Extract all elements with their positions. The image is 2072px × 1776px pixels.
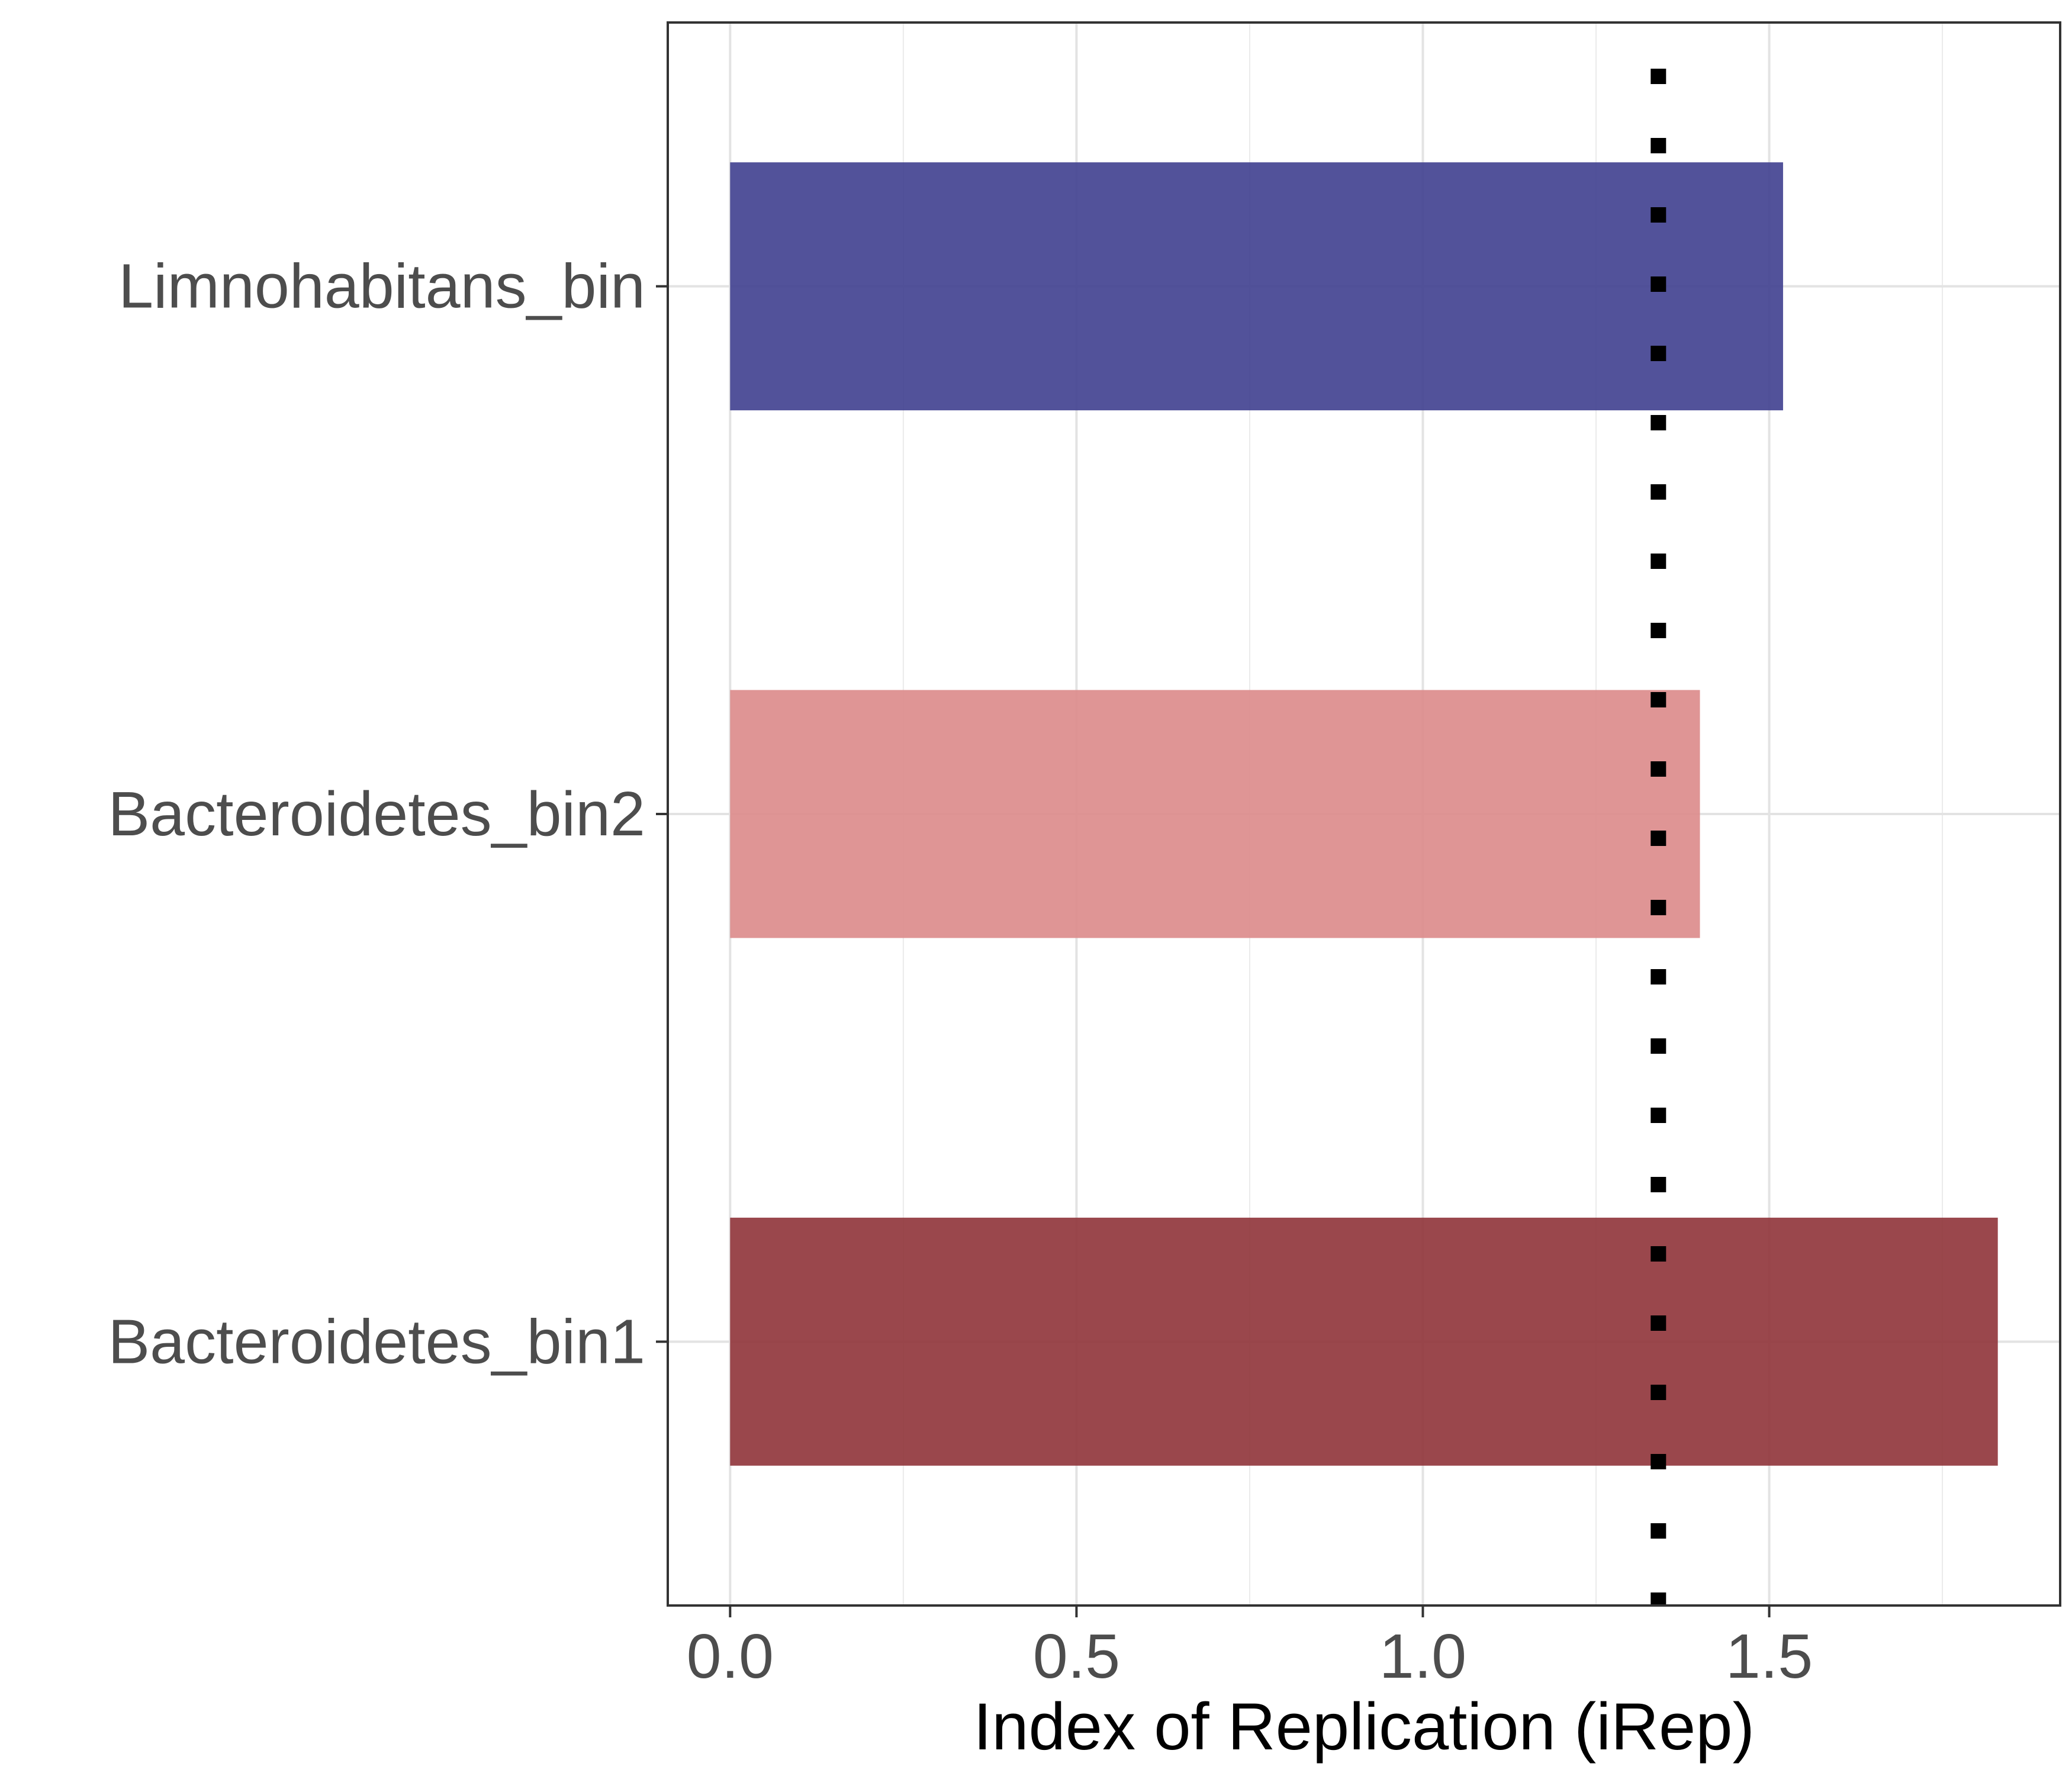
bars [730,162,1998,1466]
x-tick-label: 1.0 [1379,1621,1466,1691]
y-tick-label: Bacteroidetes_bin2 [108,779,645,849]
y-tick-label: Bacteroidetes_bin1 [108,1307,645,1376]
bar-Bacteroidetes_bin1 [730,1217,1998,1466]
y-axis: Limnohabitans_bin Bacteroidetes_bin2 Bacte… [108,252,668,1376]
x-tick-label: 0.5 [1033,1621,1120,1691]
x-axis: 0.0 0.5 1.0 1.5 [687,1606,1813,1691]
bar-Limnohabitans_bin [730,162,1783,411]
x-tick-label: 0.0 [687,1621,774,1691]
x-axis-title: Index of Replication (iRep) [973,1690,1755,1764]
y-tick-label: Limnohabitans_bin [118,252,645,321]
bar-Bacteroidetes_bin2 [730,690,1700,938]
x-tick-label: 1.5 [1726,1621,1813,1691]
